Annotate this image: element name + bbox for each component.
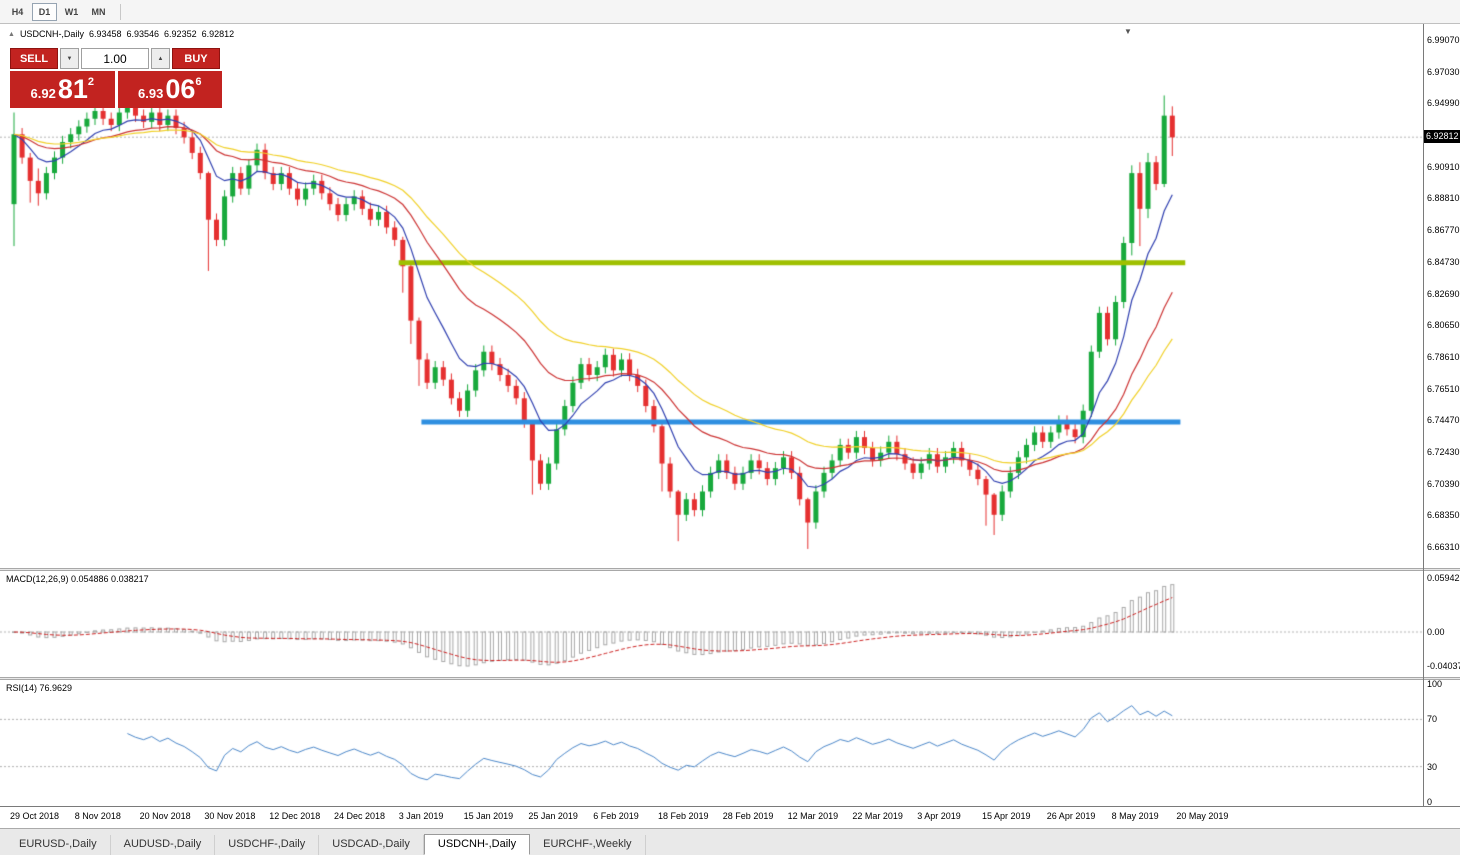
tab-eurusd-daily[interactable]: EURUSD-,Daily: [6, 835, 111, 855]
date-axis-label: 29 Oct 2018: [10, 811, 60, 821]
tab-eurchf-weekly[interactable]: EURCHF-,Weekly: [530, 835, 646, 855]
price-axis-label: 6.99070: [1427, 35, 1460, 45]
toolbar-divider: [120, 3, 121, 20]
sell-button[interactable]: SELL: [10, 48, 58, 69]
date-axis-label: 8 May 2019: [1111, 811, 1159, 821]
one-click-trading-panel: SELL ▼ ▲ BUY 6.92 81 2 6.93 06 6: [10, 48, 222, 108]
price-axis-label: 6.68350: [1427, 510, 1460, 521]
macd-axis-label: 0.00: [1427, 627, 1445, 637]
price-axis-label: 6.88810: [1427, 193, 1460, 204]
volume-decrease-button[interactable]: ▼: [60, 48, 79, 69]
price-chart-canvas[interactable]: [0, 24, 1423, 568]
macd-axis-label: -0.040371: [1427, 661, 1460, 671]
date-axis-label: 26 Apr 2019: [1046, 811, 1096, 821]
date-axis-label: 24 Dec 2018: [334, 811, 386, 821]
date-axis-label: 12 Mar 2019: [787, 811, 839, 821]
macd-axis[interactable]: 0.059422 0.00 -0.040371: [1424, 571, 1460, 677]
macd-axis-label: 0.059422: [1427, 573, 1460, 583]
buy-price-prefix: 6.93: [138, 85, 164, 101]
price-axis-label: 6.72430: [1427, 446, 1460, 457]
price-axis[interactable]: 6.92812 6.99070 6.97030 6.94990 6.90910 6.88…: [1424, 24, 1460, 568]
price-axis-label: 6.80650: [1427, 320, 1460, 331]
sell-price-display[interactable]: 6.92 81 2: [10, 71, 115, 108]
price-axis-label: 6.90910: [1427, 161, 1460, 172]
date-axis-label: 28 Feb 2019: [722, 811, 774, 821]
rsi-label: RSI(14) 76.9629: [6, 683, 73, 693]
ohlc-open: 6.93458: [88, 29, 122, 39]
price-chart-panel: [0, 24, 1423, 568]
current-price-tag: 6.92812: [1424, 130, 1460, 144]
rsi-axis-label: 0: [1427, 797, 1433, 807]
price-axis-label: 6.97030: [1427, 66, 1460, 77]
price-axis-label: 6.70390: [1427, 478, 1460, 489]
date-axis-label: 22 Mar 2019: [852, 811, 903, 821]
ohlc-low: 6.92352: [164, 29, 197, 39]
date-axis-label: 18 Feb 2019: [658, 811, 709, 821]
date-axis-label: 30 Nov 2018: [204, 811, 256, 821]
panel-splitter[interactable]: [0, 568, 1460, 571]
chart-shift-marker-icon[interactable]: ▼: [1124, 27, 1132, 36]
price-axis-label: 6.82690: [1427, 288, 1460, 299]
date-axis-label: 3 Apr 2019: [917, 811, 961, 821]
price-axis-label: 6.76510: [1427, 383, 1460, 394]
rsi-axis[interactable]: 100 70 30 0: [1424, 679, 1460, 807]
date-axis-label: 20 Nov 2018: [139, 811, 191, 821]
date-axis-label: 25 Jan 2019: [528, 811, 578, 821]
trade-panel-collapse-icon[interactable]: ▲: [8, 30, 15, 38]
chart-tab-bar: EURUSD-,Daily AUDUSD-,Daily USDCHF-,Dail…: [0, 828, 1460, 855]
price-axis-label: 6.78610: [1427, 351, 1460, 362]
date-axis-label: 8 Nov 2018: [74, 811, 121, 821]
rsi-axis-label: 100: [1427, 679, 1443, 689]
price-axis-label: 6.84730: [1427, 256, 1460, 267]
date-axis-label: 6 Feb 2019: [593, 811, 639, 821]
date-axis-label: 15 Apr 2019: [982, 811, 1031, 821]
timeframe-button-w1[interactable]: W1: [59, 3, 84, 21]
symbol-info-line: ▲ USDCNH-,Daily 6.93458 6.93546 6.92352 …: [8, 29, 234, 39]
symbol-name: USDCNH-,Daily: [19, 29, 84, 39]
sell-price-big: 81: [57, 74, 88, 104]
sell-price-pip: 2: [87, 76, 94, 88]
rsi-axis-label: 30: [1427, 761, 1438, 772]
ohlc-high: 6.93546: [126, 29, 160, 39]
buy-price-pip: 6: [195, 76, 202, 88]
timeframe-button-mn[interactable]: MN: [86, 3, 111, 21]
macd-label: MACD(12,26,9) 0.054886 0.038217: [6, 574, 149, 584]
axis-separator-line: [1423, 24, 1424, 806]
tab-usdcnh-daily[interactable]: USDCNH-,Daily: [423, 834, 531, 855]
ohlc-close: 6.92812: [201, 29, 235, 39]
rsi-canvas[interactable]: [0, 680, 1423, 806]
date-axis[interactable]: 29 Oct 2018 8 Nov 2018 20 Nov 2018 30 Nov 2…: [0, 806, 1460, 828]
price-axis-label: 6.66310: [1427, 542, 1460, 553]
macd-indicator-panel: MACD(12,26,9) 0.054886 0.038217: [0, 571, 1423, 677]
price-axis-label: 6.74470: [1427, 415, 1460, 426]
date-axis-label: 15 Jan 2019: [463, 811, 514, 821]
buy-price-display[interactable]: 6.93 06 6: [117, 71, 222, 108]
sell-price-prefix: 6.92: [30, 85, 56, 101]
timeframe-button-h4[interactable]: H4: [5, 3, 30, 21]
volume-increase-button[interactable]: ▲: [151, 48, 170, 69]
panel-splitter[interactable]: [0, 677, 1460, 680]
price-axis-label: 6.86770: [1427, 225, 1460, 236]
date-axis-label: 12 Dec 2018: [269, 811, 321, 821]
date-axis-label: 3 Jan 2019: [398, 811, 444, 821]
timeframe-toolbar: H4 D1 W1 MN: [0, 0, 1460, 24]
price-axis-label: 6.94990: [1427, 98, 1460, 109]
rsi-indicator-panel: RSI(14) 76.9629: [0, 680, 1423, 806]
timeframe-button-d1[interactable]: D1: [32, 2, 57, 21]
tab-audusd-daily[interactable]: AUDUSD-,Daily: [111, 835, 216, 855]
buy-button[interactable]: BUY: [172, 48, 220, 69]
macd-canvas[interactable]: [0, 571, 1423, 677]
volume-input[interactable]: [81, 48, 149, 69]
rsi-axis-label: 70: [1427, 714, 1438, 725]
buy-price-big: 06: [165, 74, 196, 104]
tab-usdchf-daily[interactable]: USDCHF-,Daily: [215, 835, 320, 855]
tab-usdcad-daily[interactable]: USDCAD-,Daily: [319, 835, 424, 855]
date-axis-label: 20 May 2019: [1176, 811, 1229, 821]
